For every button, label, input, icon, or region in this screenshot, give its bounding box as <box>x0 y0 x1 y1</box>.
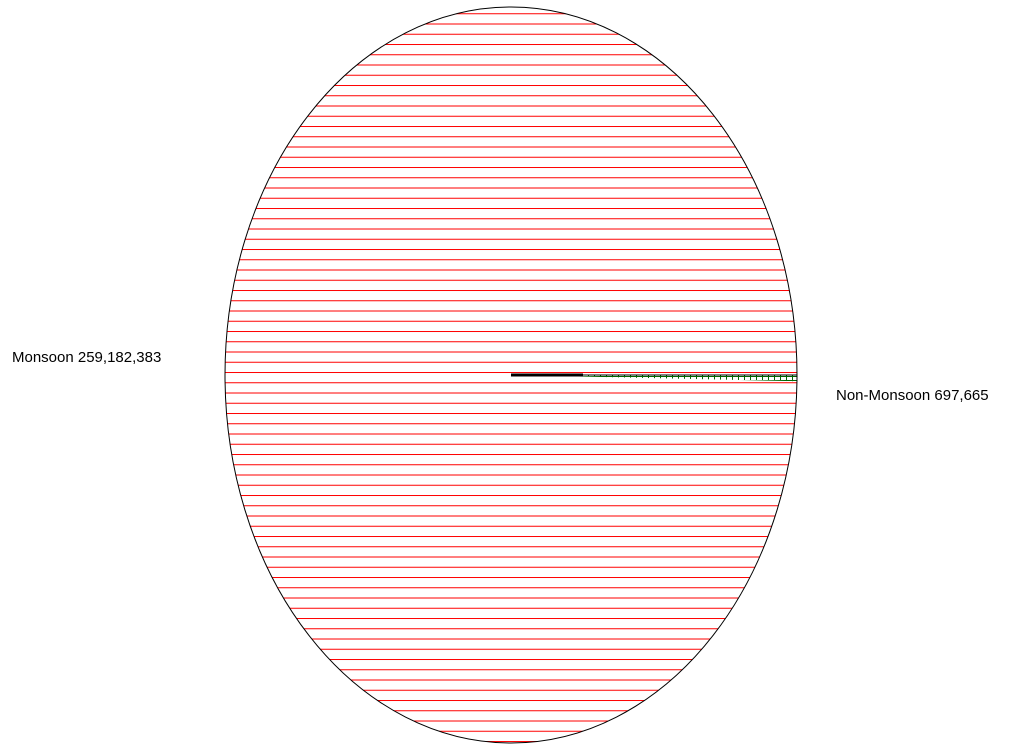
pie-slices <box>225 7 797 744</box>
pie-outline <box>224 6 798 744</box>
label-non-monsoon: Non-Monsoon 697,665 <box>836 387 989 404</box>
label-monsoon: Monsoon 259,182,383 <box>12 349 161 366</box>
pie-slice-non-monsoon <box>511 375 797 382</box>
